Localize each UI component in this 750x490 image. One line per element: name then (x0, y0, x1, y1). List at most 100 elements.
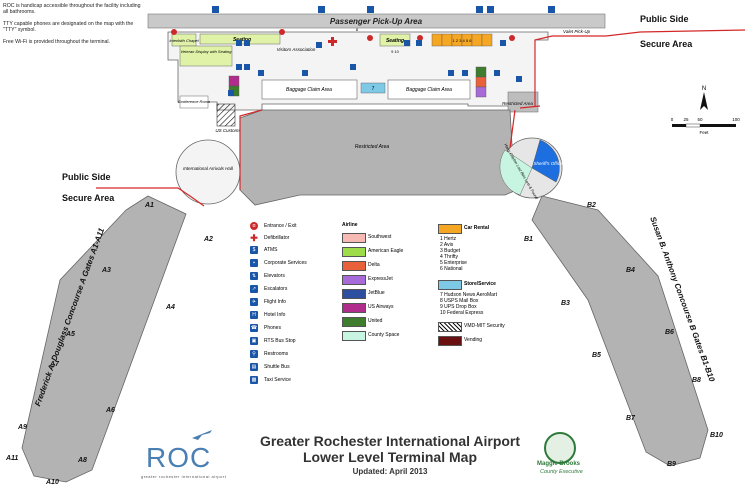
facility-icons (171, 29, 522, 96)
svg-text:Feet: Feet (699, 130, 709, 135)
passenger-pickup-label: Passenger Pick-Up Area (330, 17, 423, 26)
legend-hotel-info: H Hotel Info (250, 311, 285, 319)
svg-text:Veteran Display with Seating: Veteran Display with Seating (181, 49, 233, 54)
international-arrivals-hall: International Arrivals Hall (175, 139, 241, 205)
restroom-icon (244, 40, 250, 46)
store-service-item: 7 Hudson News AeroMart (440, 292, 497, 298)
vmd-security-label: VMD-MIT Security (464, 323, 505, 329)
concourse-b-hub: Harry Clayton Lost Bins Lost & Found She… (499, 137, 563, 201)
gates-a: A1 A2 A3 A4 A5 A6 A7 A8 A9 A10 A11 (5, 202, 213, 486)
svg-text:Seating: Seating (386, 38, 404, 44)
restroom-icon: ⚲ (250, 350, 258, 358)
gate-label: A9 (17, 424, 27, 431)
gate-label: A4 (165, 304, 175, 311)
title-line-1: Greater Rochester International Airport (259, 433, 521, 449)
svg-text:Conference Room: Conference Room (178, 99, 211, 104)
valet-pickup-label: Valet Pick-Up (563, 29, 591, 34)
vmd-security-swatch (438, 322, 462, 332)
roc-tagline: greater rochester international airport (141, 474, 227, 479)
store-service-item: 8 USPS Mail Box (440, 298, 479, 304)
phone-icon (316, 42, 322, 48)
airline-swatch-southwest (342, 233, 366, 243)
restroom-icon (416, 40, 422, 46)
airline-label: Delta (368, 262, 380, 268)
hotel-info-icon (302, 70, 308, 76)
bus-stop-icon (367, 6, 374, 13)
hotel-info-icon: H (250, 311, 258, 319)
phone-icon (500, 40, 506, 46)
gate-label: B5 (592, 352, 601, 359)
entrance-exit-icon (367, 35, 373, 41)
title-updated: Updated: April 2013 (352, 467, 428, 476)
passenger-pickup-area: Passenger Pick-Up Area (147, 13, 606, 29)
legend-entrance-exit: ⦻ Entrance / Exit (250, 222, 297, 230)
gate-label: B6 (665, 329, 674, 336)
united-office (475, 66, 487, 78)
svg-text:1 2 3 4 5 6: 1 2 3 4 5 6 (453, 38, 473, 43)
vending-label: Vending (464, 337, 483, 343)
roc-logo: ROC (146, 442, 212, 473)
entrance-exit-icon (417, 35, 423, 41)
shuttle-bus-icon (212, 6, 219, 13)
svg-text:25: 25 (683, 117, 689, 122)
restroom-icon (516, 76, 522, 82)
svg-text:International Arrivals Hall: International Arrivals Hall (183, 166, 234, 171)
phone-icon (462, 70, 468, 76)
hudson-news-store (360, 82, 386, 94)
legend-icons: ⦻ Entrance / Exit ✚ Defibrillator $ ATMS ▪ C… (250, 222, 340, 387)
compass-north-label: N (702, 86, 706, 92)
elevator-icon (236, 64, 242, 70)
atm-icon: $ (250, 246, 258, 254)
escalator-icon: ↗ (250, 285, 258, 293)
concourse-a (21, 195, 187, 483)
atm-icon (258, 70, 264, 76)
legend-restrooms: ⚲ Restrooms (250, 350, 288, 358)
landside-building: Interfaith Chapel Seating Veteran Displa… (167, 27, 591, 133)
pickup-icons (212, 6, 555, 13)
svg-text:Baggage Claim Area: Baggage Claim Area (286, 87, 332, 93)
county-seal-icon (544, 432, 576, 464)
car-rental-item: 2 Avis (440, 242, 454, 248)
gate-label: B7 (626, 415, 636, 422)
flight-info-icon (350, 64, 356, 70)
gate-label: A3 (101, 267, 111, 274)
entrance-exit-icon (509, 35, 515, 41)
car-rental-item: 1 Hertz (440, 236, 457, 242)
defibrillator-icon (328, 37, 337, 46)
defibrillator-icon: ✚ (250, 232, 258, 243)
svg-text:100: 100 (732, 117, 740, 122)
gate-label: A8 (77, 457, 87, 464)
gate-label: A10 (45, 479, 59, 486)
gate-label: A2 (203, 236, 213, 243)
airline-heading: Airline (342, 222, 358, 228)
legend-elevators: ⇅ Elevators (250, 272, 285, 280)
airplane-icon (192, 430, 212, 440)
airline-label: Southwest (368, 234, 392, 240)
elevator-icon: ⇅ (250, 272, 258, 280)
svg-text:Restricted Area: Restricted Area (502, 101, 533, 106)
restroom-icon (236, 40, 242, 46)
svg-text:50: 50 (697, 117, 703, 122)
svg-text:US Customs: US Customs (215, 128, 241, 133)
gate-label: A1 (144, 202, 154, 209)
airline-label: JetBlue (368, 290, 385, 296)
expressjet-office (475, 86, 487, 98)
legend-defibrillator: ✚ Defibrillator (250, 232, 290, 243)
title-block: Greater Rochester International Airport … (240, 433, 540, 476)
scale-bar: 0 25 50 100 Feet (671, 117, 741, 135)
store-service-item: 9 UPS Drop Box (440, 304, 477, 310)
legend-taxi: ▩ Taxi Service (250, 376, 291, 384)
delta-office (475, 76, 487, 88)
executive-title: County Executive (540, 469, 583, 475)
car-rental-item: 4 Thrifty (440, 254, 458, 260)
gate-label: B2 (587, 202, 596, 209)
car-rental-heading: Car Rental (464, 225, 490, 231)
legend-rts-bus: ▣ RTS Bus Stop (250, 337, 296, 345)
entrance-exit-icon (279, 29, 285, 35)
gate-label: A6 (105, 407, 115, 414)
car-rental-counters: 1 2 3 4 5 6 (431, 33, 493, 47)
security-boundary (96, 29, 746, 207)
baggage-claim-area-1 (261, 79, 358, 100)
airline-swatch-united (342, 317, 366, 327)
